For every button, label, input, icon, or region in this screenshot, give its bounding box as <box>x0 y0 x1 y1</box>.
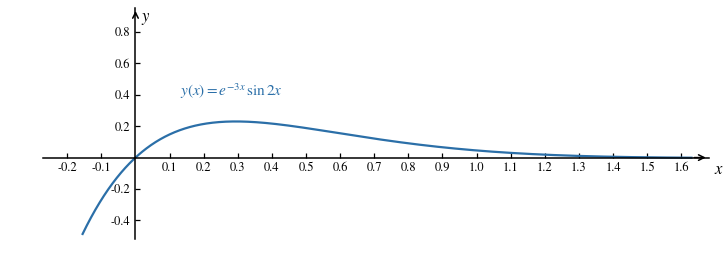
Text: $x$: $x$ <box>714 161 723 178</box>
Text: $y$: $y$ <box>140 10 150 26</box>
Text: $y(x) = e^{-3x}\,\sin 2x$: $y(x) = e^{-3x}\,\sin 2x$ <box>180 81 283 101</box>
